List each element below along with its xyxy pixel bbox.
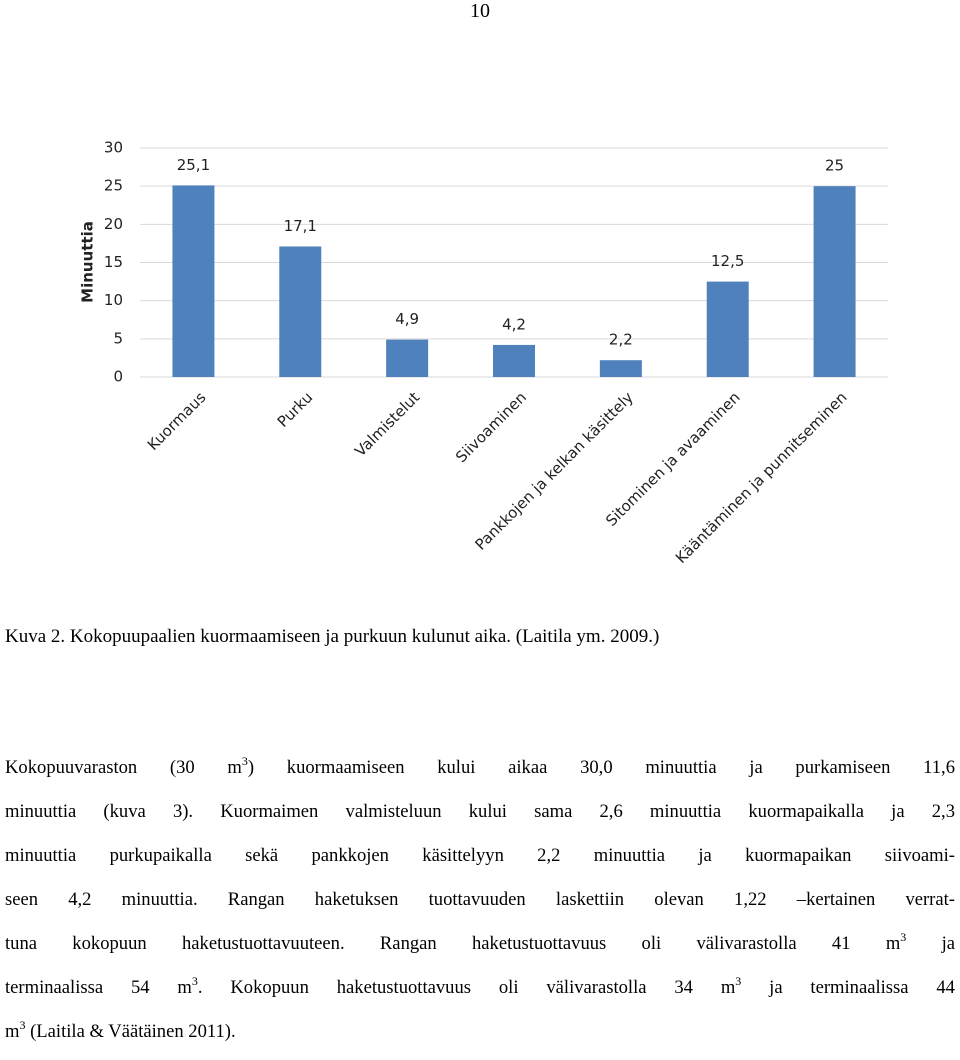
data-label: 4,9 (395, 310, 419, 328)
bar (706, 281, 749, 377)
text-run: m (5, 1021, 20, 1042)
y-tick-label: 10 (104, 291, 123, 309)
x-tick-label: Valmistelut (351, 388, 423, 460)
superscript: 3 (191, 974, 198, 988)
data-label: 12,5 (711, 252, 744, 270)
y-tick-label: 25 (104, 177, 123, 195)
bar (813, 186, 856, 377)
bar (172, 185, 215, 377)
x-tick-label: Kääntäminen ja punnitseminen (672, 388, 851, 567)
text-run: ja (906, 933, 955, 954)
y-tick-label: 20 (104, 215, 123, 233)
text-run: Kokopuuvaraston (30 m (5, 757, 242, 778)
text-line: terminaalissa 54 m3. Kokopuun haketustuo… (5, 972, 955, 1016)
text-line: minuuttia (kuva 3). Kuormaimen valmistel… (5, 796, 955, 840)
y-tick-label: 30 (104, 139, 123, 157)
text-run: ja terminaalissa 44 (741, 977, 955, 998)
text-run: ) kuormaamiseen kului aikaa 30,0 minuutt… (247, 757, 955, 778)
data-label: 4,2 (502, 315, 526, 333)
text-run: . Kokopuun haketustuottavuus oli välivar… (197, 977, 736, 998)
y-tick-label: 15 (104, 253, 123, 271)
text-line: tuna kokopuun haketustuottavuuteen. Rang… (5, 928, 955, 972)
bar (493, 344, 535, 377)
y-tick-label: 0 (113, 368, 123, 386)
text-line: Kokopuuvaraston (30 m3) kuormaamiseen ku… (5, 752, 955, 796)
data-label: 2,2 (609, 331, 633, 349)
x-tick-label: Purku (274, 388, 317, 431)
text-line: minuuttia purkupaikalla sekä pankkojen k… (5, 840, 955, 884)
superscript: 3 (900, 930, 907, 944)
caption: Kuva 2. Kokopuupaalien kuormaamiseen ja … (5, 626, 660, 647)
body-text: Kokopuuvaraston (30 m3) kuormaamiseen ku… (5, 752, 955, 1060)
text-line: m3 (Laitila & Väätäinen 2011). (5, 1016, 955, 1060)
text-run: seen 4,2 minuuttia. Rangan haketuksen tu… (5, 889, 955, 910)
page-number: 10 (470, 0, 490, 22)
superscript: 3 (241, 754, 248, 768)
text-run: (Laitila & Väätäinen 2011). (25, 1021, 236, 1042)
superscript: 3 (19, 1018, 26, 1032)
chart: Minuuttia 0 5 10 15 20 25 30 Kuormaus 25,1 Purku 1… (79, 139, 888, 567)
bar (599, 360, 642, 377)
data-label: 25,1 (177, 156, 210, 174)
data-label: 17,1 (284, 217, 317, 235)
bar (279, 246, 322, 377)
text-run: minuuttia (kuva 3). Kuormaimen valmistel… (5, 801, 955, 822)
data-label: 25 (825, 157, 844, 175)
y-tick-label: 5 (113, 329, 123, 347)
superscript: 3 (735, 974, 742, 988)
text-run: terminaalissa 54 m (5, 977, 192, 998)
x-tick-label: Kuormaus (144, 388, 210, 454)
y-axis-title: Minuuttia (79, 221, 97, 303)
bar (386, 339, 429, 377)
text-line: seen 4,2 minuuttia. Rangan haketuksen tu… (5, 884, 955, 928)
text-run: tuna kokopuun haketustuottavuuteen. Rang… (5, 933, 901, 954)
text-run: minuuttia purkupaikalla sekä pankkojen k… (5, 845, 955, 866)
x-tick-label: Siivoaminen (452, 388, 530, 466)
